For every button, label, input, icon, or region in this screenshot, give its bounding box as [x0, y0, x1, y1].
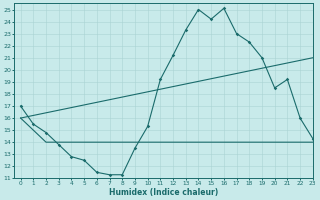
X-axis label: Humidex (Indice chaleur): Humidex (Indice chaleur) [109, 188, 218, 197]
